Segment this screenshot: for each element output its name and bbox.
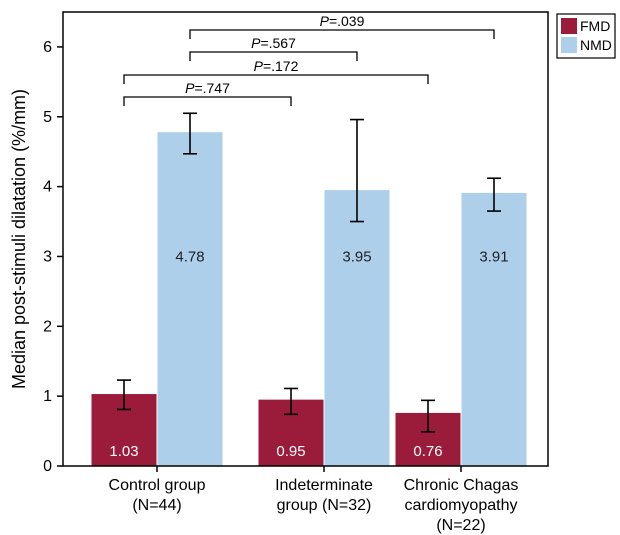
data-label-nmd-1: 3.95 <box>342 248 371 265</box>
y-tick-label-1: 1 <box>43 388 52 405</box>
plot-frame <box>62 11 549 467</box>
data-label-fmd-0: 1.03 <box>109 443 138 460</box>
x-tick-label-2: Chronic Chagas cardiomyopathy (N=22) <box>404 477 519 534</box>
y-tick-label-3: 3 <box>43 248 52 265</box>
data-label-nmd-0: 4.78 <box>175 248 204 265</box>
data-label-fmd-2: 0.76 <box>413 443 442 460</box>
bar-nmd-1 <box>324 190 390 466</box>
y-tick-label-0: 0 <box>43 458 52 475</box>
data-label-fmd-1: 0.95 <box>276 443 305 460</box>
p-value-label-0: P=.747 <box>185 80 230 96</box>
legend: FMD NMD <box>556 13 616 59</box>
bar-nmd-0 <box>157 132 223 467</box>
y-axis-label: Median post-stimuli dilatation (%/mm) <box>9 89 29 389</box>
legend-swatch-nmd <box>561 37 577 53</box>
error-bar-nmd-2 <box>487 177 501 212</box>
legend-label-nmd: NMD <box>580 37 612 53</box>
y-tick-label-6: 6 <box>43 39 52 56</box>
error-bar-fmd-2 <box>421 399 435 433</box>
legend-label-fmd: FMD <box>580 18 610 34</box>
p-value-label-2: P=.567 <box>251 35 296 51</box>
p-value-label-1: P=.172 <box>254 58 299 74</box>
x-tick-label-1: Indeterminate group (N=32) <box>275 477 373 514</box>
error-bar-nmd-1 <box>350 118 364 223</box>
y-tick-label-4: 4 <box>43 179 52 196</box>
x-tick-label-0: Control group (N=44) <box>109 477 206 514</box>
error-bar-nmd-0 <box>183 112 197 155</box>
bar-nmd-2 <box>461 192 527 466</box>
p-value-label-3: P=.039 <box>320 13 365 29</box>
data-label-nmd-2: 3.91 <box>479 248 508 265</box>
error-bar-fmd-0 <box>117 379 131 411</box>
significance-bracket-3 <box>189 29 495 39</box>
significance-bracket-1 <box>123 74 429 84</box>
error-bar-fmd-1 <box>284 387 298 416</box>
y-tick-label-5: 5 <box>43 109 52 126</box>
significance-bracket-0 <box>123 96 292 106</box>
legend-swatch-fmd <box>561 18 577 34</box>
y-tick-label-2: 2 <box>43 318 52 335</box>
significance-bracket-2 <box>189 51 358 61</box>
